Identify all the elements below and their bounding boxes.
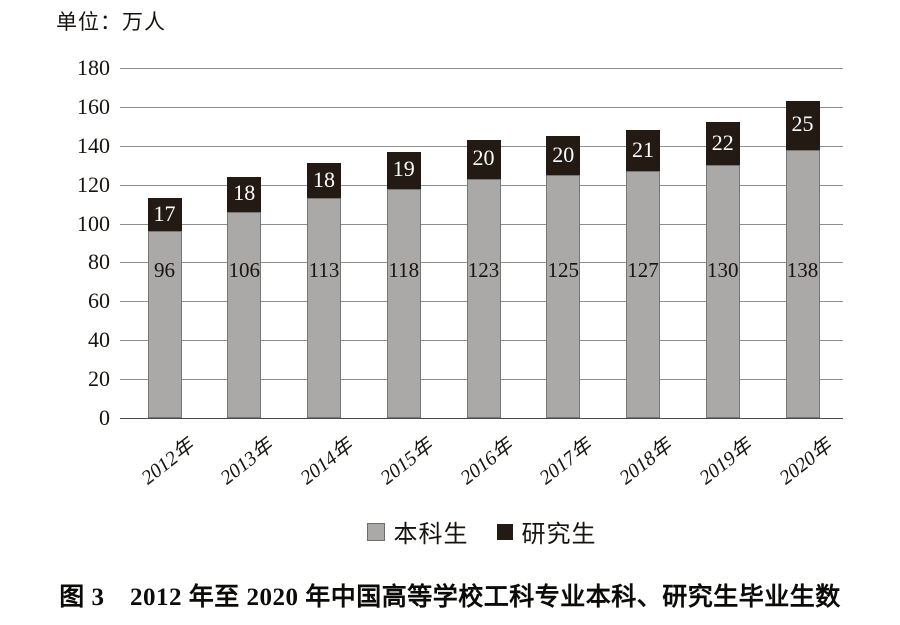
y-tick-label: 20	[88, 366, 110, 392]
grad-segment	[626, 130, 660, 172]
y-tick-label: 140	[77, 132, 110, 158]
y-tick-label: 120	[77, 171, 110, 197]
grad-value-label: 25	[791, 111, 814, 137]
undergrad-value-label: 96	[154, 258, 175, 282]
grad-swatch	[496, 523, 513, 540]
grad-value-label: 20	[472, 145, 495, 171]
y-tick-label: 100	[77, 210, 110, 236]
grad-value-label: 20	[552, 141, 575, 167]
grad-value-label: 22	[711, 129, 734, 155]
gridline	[120, 68, 843, 69]
grad-segment	[227, 176, 262, 212]
grad-segment	[147, 198, 182, 232]
undergrad-value-label: 113	[308, 258, 340, 282]
undergrad-segment	[546, 174, 581, 418]
x-tick-label: 2016年	[455, 434, 517, 490]
x-tick-label: 2015年	[376, 434, 437, 490]
grad-segment	[386, 151, 421, 189]
undergrad-segment	[386, 188, 421, 418]
grad-value-label: 18	[313, 166, 335, 192]
x-tick-label: 2018年	[615, 434, 677, 490]
grad-segment	[546, 136, 581, 175]
legend-label-undergrad: 本科生	[393, 522, 469, 548]
undergrad-value-label: 118	[388, 258, 420, 282]
y-tick-label: 160	[77, 93, 110, 119]
y-tick-label: 80	[88, 249, 110, 275]
x-tick-label: 2020年	[774, 434, 836, 490]
figure-caption: 图 3 2012 年至 2020 年中国高等学校工科专业本科、研究生毕业生数	[59, 584, 841, 611]
x-tick-label: 2013年	[216, 434, 278, 490]
x-tick-label: 2012年	[136, 434, 198, 490]
grad-segment	[705, 122, 740, 166]
undergrad-value-label: 127	[627, 258, 659, 282]
x-tick-label: 2019年	[695, 434, 756, 490]
undergrad-value-label: 138	[786, 258, 819, 282]
plot-area: 0 20 40 60 80 100 120 140 160 180 96 17 2012年 106 18 20…	[77, 55, 843, 490]
y-tick-label: 0	[99, 405, 110, 430]
undergrad-swatch	[366, 522, 385, 541]
undergrad-segment	[785, 149, 820, 418]
undergrad-segment	[147, 231, 182, 418]
x-tick-label: 2014年	[296, 434, 358, 490]
grad-value-label: 18	[233, 180, 256, 206]
legend-item-undergrad: 本科生	[366, 514, 469, 549]
grad-value-label: 19	[392, 156, 415, 182]
legend-label-grad: 研究生	[521, 522, 597, 548]
legend: 本科生 研究生	[120, 514, 843, 549]
x-axis-line	[120, 418, 843, 419]
undergrad-segment	[705, 165, 740, 418]
y-tick-label: 180	[77, 55, 110, 80]
y-tick-label: 40	[88, 327, 110, 353]
legend-item-grad: 研究生	[496, 514, 597, 549]
y-axis-unit-label: 单位：万人	[56, 10, 166, 34]
undergrad-segment	[466, 178, 501, 418]
x-tick-label: 2017年	[535, 434, 597, 490]
undergrad-value-label: 123	[467, 258, 500, 282]
grad-segment	[466, 139, 501, 179]
grad-value-label: 17	[153, 200, 176, 226]
y-tick-label: 60	[88, 288, 110, 314]
undergrad-segment	[227, 211, 262, 418]
undergrad-value-label: 125	[547, 258, 580, 282]
gridline	[120, 106, 843, 108]
grad-segment	[785, 101, 820, 150]
undergrad-value-label: 106	[228, 258, 261, 282]
grad-value-label: 21	[632, 136, 654, 162]
grad-segment	[307, 163, 341, 199]
undergrad-value-label: 130	[707, 258, 739, 282]
undergrad-segment	[307, 198, 341, 418]
undergrad-segment	[626, 171, 660, 418]
